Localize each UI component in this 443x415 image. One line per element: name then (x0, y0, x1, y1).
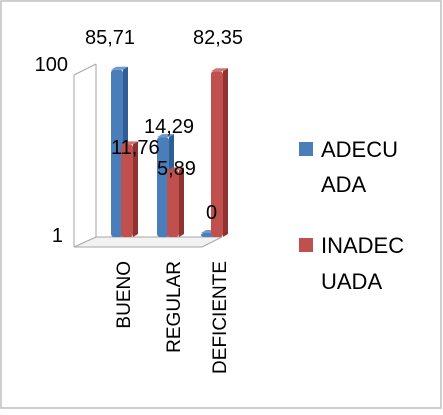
bar-front (211, 71, 223, 237)
bar-front (157, 137, 169, 237)
value-ticks: 100 1 (35, 54, 68, 247)
legend-label-adecuada-line1: ADECU (321, 137, 398, 162)
category-label-regular: REGULAR (164, 261, 185, 353)
category-labels: BUENO REGULAR DEFICIENTE (114, 261, 231, 374)
bar-side (133, 141, 138, 237)
legend-swatch-adecuada (299, 142, 313, 156)
data-label-adecuada-deficiente: 0 (206, 202, 217, 224)
data-label-adecuada-regular: 14,29 (144, 116, 194, 138)
bar-side (223, 68, 228, 237)
data-label-inadecuada-bueno: 11,76 (111, 137, 160, 159)
category-label-deficiente: DEFICIENTE (210, 261, 231, 374)
bar-inadecuada-regular (167, 167, 184, 237)
bar-inadecuada-bueno (121, 141, 138, 237)
y-tick-label-min: 1 (52, 225, 63, 247)
floor (73, 236, 223, 248)
bar-top (167, 167, 184, 171)
bar-top (121, 141, 138, 145)
legend: ADECU ADA INADEC UADA (299, 137, 404, 294)
data-label-inadecuada-deficiente: 82,35 (193, 27, 243, 49)
top-edge (73, 63, 97, 76)
bars (111, 66, 228, 237)
legend-label-adecuada-line2: ADA (321, 172, 367, 197)
legend-label-inadecuada-line1: INADEC (321, 233, 404, 258)
bar-top (157, 134, 174, 138)
bar-top (111, 66, 128, 70)
bar-inadecuada-deficiente (211, 68, 228, 237)
bar-top (211, 68, 228, 72)
bar-front (167, 170, 179, 237)
bar-front (121, 144, 133, 237)
legend-label-inadecuada-line2: UADA (321, 269, 382, 294)
category-label-bueno: BUENO (114, 261, 135, 329)
y-tick-label-max: 100 (35, 54, 68, 76)
bar-front (201, 233, 213, 237)
data-label-inadecuada-regular: 5,89 (157, 158, 196, 180)
bar-side (179, 167, 184, 237)
legend-swatch-inadecuada (299, 238, 313, 252)
axes (73, 63, 223, 248)
data-label-adecuada-bueno: 85,71 (85, 27, 135, 49)
data-labels: 85,71 14,29 0 11,765,89 82,35 (85, 27, 243, 224)
bar-front (111, 69, 123, 237)
